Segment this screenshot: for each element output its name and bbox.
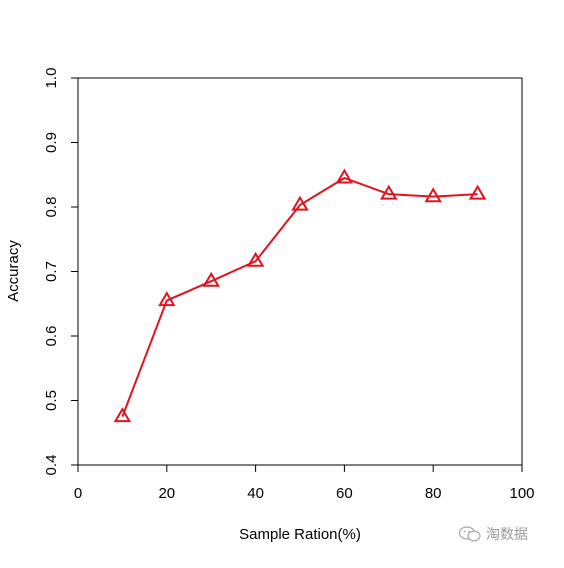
data-point-marker xyxy=(424,187,442,203)
x-axis-label: Sample Ration(%) xyxy=(239,526,361,543)
data-point-marker xyxy=(380,184,398,200)
data-point-marker xyxy=(113,407,132,423)
x-tick-label: 80 xyxy=(425,485,442,502)
data-point-marker xyxy=(468,184,487,200)
data-point-marker xyxy=(202,271,220,287)
watermark: 淘数据 xyxy=(458,524,528,544)
x-tick-label: 100 xyxy=(509,485,534,502)
y-axis: 0.4 0.5 0.6 0.7 0.8 0.9 1.0 xyxy=(43,68,78,476)
y-tick-label: 0.9 xyxy=(43,132,60,153)
x-tick-label: 20 xyxy=(158,485,175,502)
x-axis: 0 20 40 60 80 100 xyxy=(74,465,535,502)
data-point-marker xyxy=(158,291,176,307)
y-axis-label: Accuracy xyxy=(5,240,22,302)
y-tick-label: 0.4 xyxy=(43,455,60,476)
y-tick-label: 1.0 xyxy=(43,68,60,89)
series-markers xyxy=(113,168,487,423)
x-tick-label: 40 xyxy=(247,485,264,502)
data-point-marker xyxy=(335,168,354,184)
data-point-marker xyxy=(291,195,309,211)
y-tick-label: 0.6 xyxy=(43,326,60,347)
plot-frame xyxy=(77,77,523,466)
series-line xyxy=(121,176,478,417)
y-tick-label: 0.7 xyxy=(43,261,60,282)
x-tick-label: 60 xyxy=(336,485,353,502)
wechat-icon xyxy=(458,526,481,542)
watermark-text: 淘数据 xyxy=(486,527,528,543)
data-point-marker xyxy=(246,251,265,267)
y-tick-label: 0.8 xyxy=(43,197,60,218)
y-tick-label: 0.5 xyxy=(43,390,60,411)
x-tick-label: 0 xyxy=(74,485,82,502)
